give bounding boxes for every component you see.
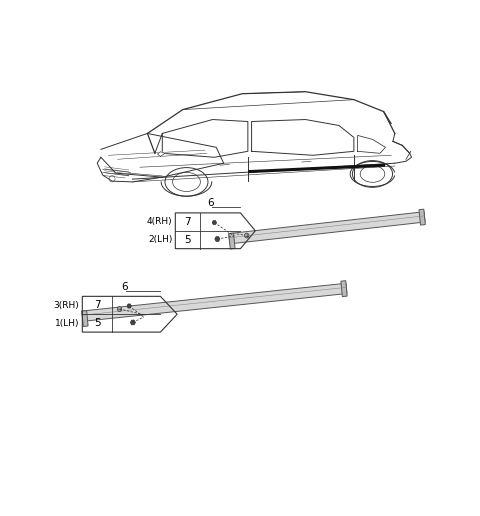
Text: 6: 6 <box>207 198 214 208</box>
Polygon shape <box>212 220 216 224</box>
Polygon shape <box>229 233 235 249</box>
Text: 5: 5 <box>184 235 191 245</box>
Text: 4(RH): 4(RH) <box>147 217 172 227</box>
Polygon shape <box>130 320 135 325</box>
Circle shape <box>117 307 122 312</box>
Polygon shape <box>419 209 425 225</box>
Text: 7: 7 <box>184 217 191 227</box>
Polygon shape <box>157 152 165 156</box>
Polygon shape <box>215 237 220 241</box>
Polygon shape <box>341 281 347 297</box>
Polygon shape <box>82 311 88 327</box>
Text: 5: 5 <box>94 318 100 328</box>
Circle shape <box>244 233 249 238</box>
Text: 7: 7 <box>94 300 100 310</box>
Text: 1(LH): 1(LH) <box>55 319 79 328</box>
Polygon shape <box>127 304 132 308</box>
Text: 6: 6 <box>121 282 127 292</box>
Text: 3(RH): 3(RH) <box>54 301 79 310</box>
Polygon shape <box>82 283 347 321</box>
Text: 2(LH): 2(LH) <box>148 235 172 244</box>
Polygon shape <box>229 212 425 244</box>
